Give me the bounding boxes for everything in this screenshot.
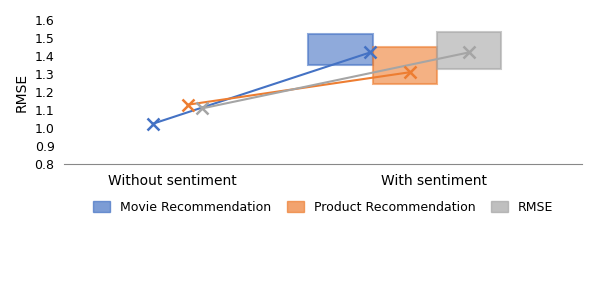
Bar	[437, 32, 501, 69]
Bar	[373, 47, 437, 84]
Y-axis label: RMSE: RMSE	[15, 73, 29, 112]
Bar	[308, 34, 373, 65]
Legend: Movie Recommendation, Product Recommendation, RMSE: Movie Recommendation, Product Recommenda…	[88, 196, 559, 219]
